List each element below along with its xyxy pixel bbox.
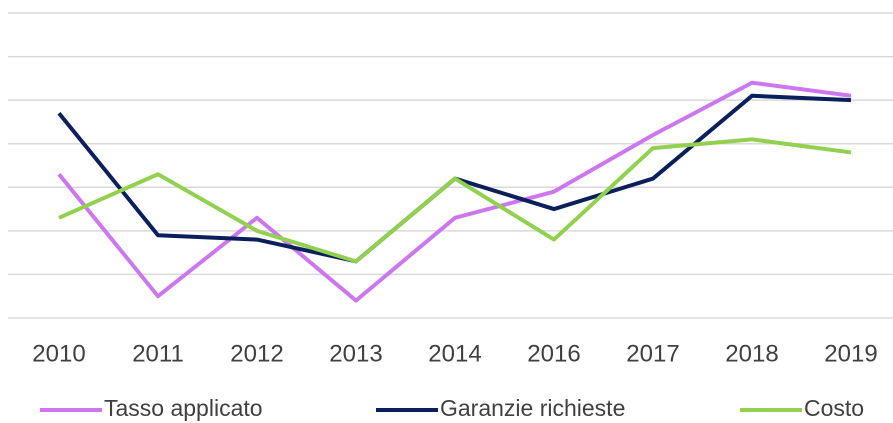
legend-label: Garanzie richieste bbox=[440, 395, 625, 421]
legend-label: Costo bbox=[804, 395, 864, 421]
x-tick-label: 2013 bbox=[329, 340, 382, 367]
x-tick-label: 2014 bbox=[428, 340, 481, 367]
x-tick-label: 2011 bbox=[132, 340, 184, 367]
series-line bbox=[57, 80, 852, 303]
legend-label: Tasso applicato bbox=[104, 395, 263, 421]
x-tick-label: 2010 bbox=[32, 340, 85, 367]
x-tick-label: 2016 bbox=[527, 340, 580, 367]
series-line bbox=[58, 137, 852, 264]
x-tick-label: 2018 bbox=[725, 340, 778, 367]
x-tick-label: 2017 bbox=[626, 340, 679, 367]
x-tick-label: 2012 bbox=[230, 340, 283, 367]
x-tick-label: 2019 bbox=[824, 340, 877, 367]
